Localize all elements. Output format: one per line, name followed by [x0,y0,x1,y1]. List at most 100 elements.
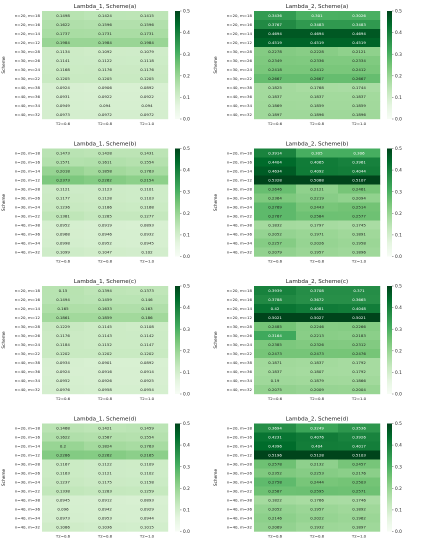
cell-value-label: 0.094 [141,103,153,108]
row-tick-label: n=20, m=12 [227,177,253,182]
cell-value-label: 0.4048 [352,306,366,311]
colorbar-tick-label: 0.1 [183,508,190,514]
heatmap-cell [338,211,381,221]
row-tick-label: n=20, m=14 [15,443,41,448]
cell-value-label: 0.2577 [352,214,366,219]
column-tick-label: T2=0.8 [97,534,113,539]
heatmap-cell [42,38,85,48]
heatmap-cell [84,468,127,478]
cell-value-label: 0.1596 [140,22,154,27]
cell-value-label: 0.3694 [268,426,282,431]
cell-value-label: 0.1897 [352,525,366,530]
cell-value-label: 0.1205 [140,76,154,81]
cell-value-label: 0.0973 [56,516,70,521]
heatmap-cell [126,29,169,39]
heatmap-cell [126,166,169,176]
heatmap-cell [84,432,127,442]
cell-value-label: 0.2146 [268,516,282,521]
cell-value-label: 0.2485 [268,324,282,329]
heatmap-cell [84,286,127,296]
heatmap-panel-2: Lambda_2, Scheme(a) 0.3436 0.301 0.3026 0.37… [213,4,402,126]
heatmap-cell [296,175,339,185]
cell-value-label: 0.165 [57,306,69,311]
cell-value-label: 0.1633 [98,306,112,311]
row-tick-label: n=20, m=16 [15,159,41,164]
heatmap-cell [254,157,297,167]
cell-value-label: 0.1837 [352,94,366,99]
row-tick-label: n=40, m=34 [227,378,253,383]
cell-value-label: 0.1184 [56,342,70,347]
cell-value-label: 0.2079 [268,250,282,255]
heatmap-cell [42,157,85,167]
panel-title: Lambda_2, Scheme(a) [286,4,349,10]
row-tick-label: n=40, m=34 [15,378,41,383]
colorbar-tick-label: 0.3 [183,52,190,58]
colorbar-tick-label: 0.0 [395,529,402,535]
cell-value-label: 0.1824 [98,444,112,449]
heatmap-cell [126,193,169,203]
heatmap-cell [254,238,297,248]
cell-value-label: 0.1381 [56,214,70,219]
heatmap-cell [338,349,381,359]
column-tick-label: T2=1.0 [351,534,367,539]
heatmap-cell [84,376,127,386]
cell-value-label: 0.2412 [310,67,324,72]
cell-value-label: 0.0952 [56,223,70,228]
cell-value-label: 0.2412 [352,67,366,72]
row-tick-label: n=40, m=36 [227,506,253,511]
row-tick-label: n=40, m=38 [15,497,41,502]
column-tick-label: T2=0.8 [97,259,113,264]
heatmap-cell [42,313,85,323]
cell-value-label: 0.3436 [268,13,282,18]
cell-value-label: 0.1277 [140,214,154,219]
heatmap-panel-6: Lambda_2, Scheme(c) 0.3939 0.3708 0.371 0.37… [213,279,402,401]
heatmap-cell [338,367,381,377]
heatmap-cell [338,441,381,451]
heatmap-cell [296,38,339,48]
cell-value-label: 0.1837 [268,369,282,374]
row-tick-label: n=40, m=32 [227,249,253,254]
row-tick-label: n=30, m=24 [227,342,253,347]
heatmap-cell [84,184,127,194]
cell-value-label: 0.1763 [140,444,154,449]
heatmap-cell [126,211,169,221]
cell-value-label: 0.0946 [98,232,112,237]
colorbar-tick-label: 0.3 [395,327,402,333]
colorbar-tick-label: 0.2 [183,486,190,492]
colorbar-tick-label: 0.4 [395,443,402,449]
heatmap-cell [296,304,339,314]
colorbar-tick-label: 0.2 [183,73,190,79]
cell-value-label: 0.2595 [310,489,324,494]
heatmap-cell [42,358,85,368]
cell-value-label: 0.1047 [98,250,112,255]
cell-value-label: 0.1202 [140,351,154,356]
heatmap-cell [126,220,169,230]
heatmap-cell [338,157,381,167]
cell-value-label: 0.163 [141,306,153,311]
heatmap-cell [338,38,381,48]
cell-value-label: 0.2176 [352,471,366,476]
heatmap-cell [84,211,127,221]
colorbar-tick-label: 0.3 [395,52,402,58]
cell-value-label: 0.2336 [310,58,324,63]
cell-value-label: 0.1109 [140,462,154,467]
cell-value-label: 0.2461 [352,187,366,192]
colorbar-tick-label: 0.2 [395,348,402,354]
heatmap-cell [126,38,169,48]
cell-value-label: 0.2578 [268,462,282,467]
column-tick-label: T2=0.6 [55,259,71,264]
cell-value-label: 0.1859 [310,103,324,108]
cell-value-label: 0.2473 [268,351,282,356]
row-tick-label: n=20, m=18 [15,150,41,155]
heatmap-cell [42,340,85,350]
heatmap-cell [296,313,339,323]
cell-value-label: 0.2 [60,444,67,449]
cell-value-label: 0.1121 [98,471,112,476]
cell-value-label: 0.0929 [140,507,154,512]
cell-value-label: 0.2052 [268,232,282,237]
cell-value-label: 0.1177 [56,196,70,201]
heatmap-cell [126,358,169,368]
heatmap-cell [254,367,297,377]
cell-value-label: 0.5088 [310,178,324,183]
cell-value-label: 0.1122 [98,58,112,63]
